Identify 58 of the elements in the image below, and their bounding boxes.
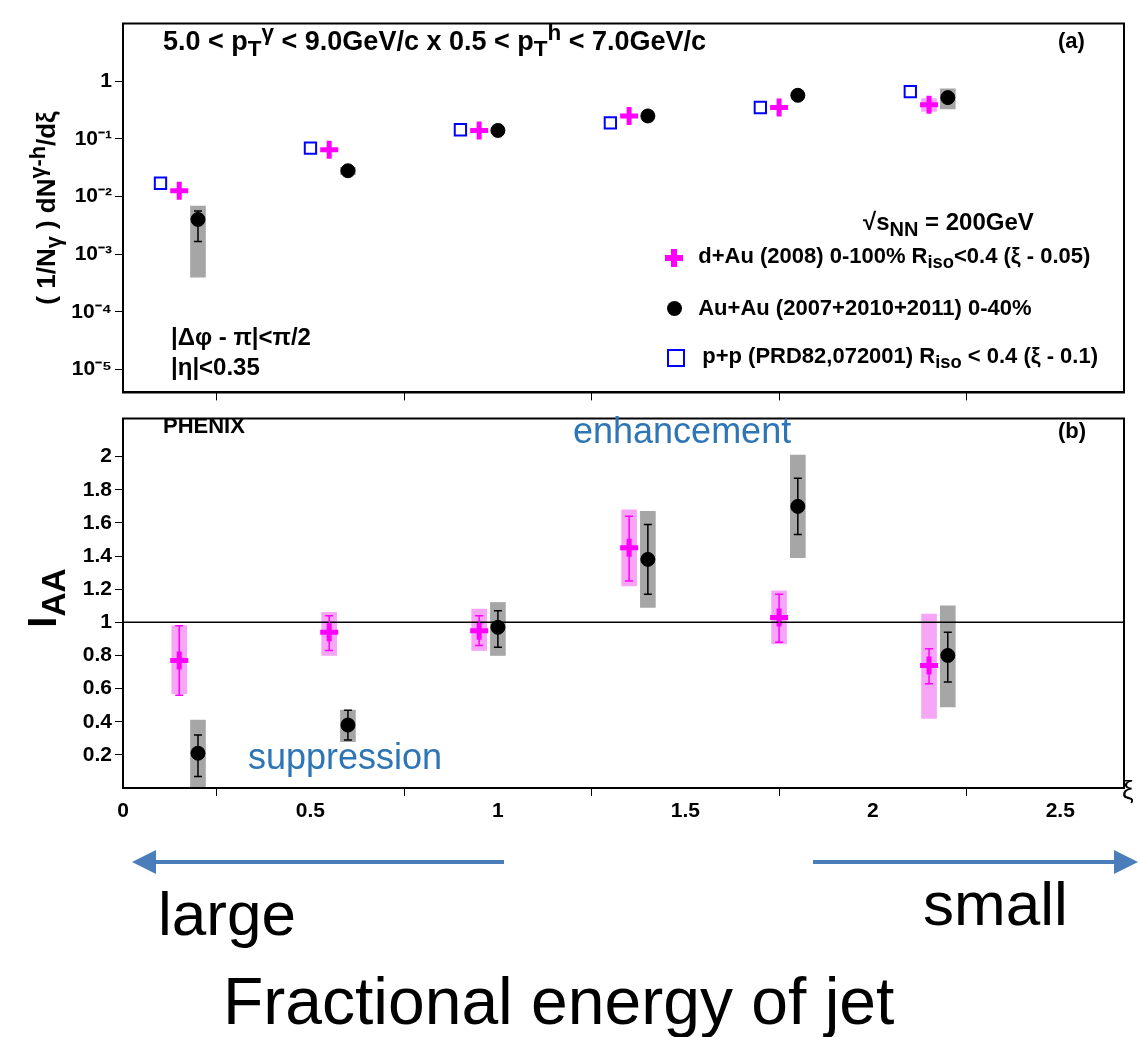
point: [617, 536, 641, 560]
x-tick-label: 0: [117, 798, 129, 822]
annotation: √s$_{NN}$ = 200GeV: [863, 208, 1034, 241]
point: [340, 163, 356, 179]
point: [467, 118, 491, 142]
annotation: (a): [1058, 28, 1085, 54]
point: [640, 108, 656, 124]
annotation: suppression: [248, 736, 443, 778]
point: [153, 176, 168, 190]
point: [767, 605, 791, 629]
y-tick-label: 1: [100, 609, 113, 633]
point: [917, 653, 941, 677]
y-tick-label: 0.6: [82, 675, 112, 699]
annotation: enhancement: [573, 410, 792, 452]
x-tick-label: 1: [492, 798, 505, 822]
point: [317, 138, 341, 162]
point: [603, 116, 618, 130]
x-tick-label: 1.5: [670, 798, 701, 822]
annotation: |η|<0.35: [171, 353, 260, 381]
point: [917, 93, 941, 117]
text: large: [158, 878, 296, 949]
y-tick-label: 2: [100, 443, 112, 467]
annotation: |Δφ - π|<π/2: [171, 323, 311, 351]
annotation: (b): [1058, 418, 1087, 444]
y-tick-label: 10⁻⁴: [71, 298, 112, 322]
legend-label: p+p (PRD82,072001) R$_{iso}$ < 0.4 (ξ - 0.1): [702, 342, 1098, 374]
x-tick-label: 2.5: [1045, 798, 1076, 822]
y-tick-label: 10⁻²: [74, 183, 112, 207]
point: [490, 122, 506, 138]
legend-label: Au+Au (2007+2010+2011) 0-40%: [698, 295, 1032, 321]
text: small: [923, 868, 1068, 939]
point: [767, 96, 791, 120]
x-axis-title: ξ: [1122, 775, 1134, 806]
legend-label: d+Au (2008) 0-100% R$_{iso}$<0.4 (ξ - 0.05): [698, 242, 1091, 274]
y-tick-label: 1.2: [82, 576, 112, 600]
y-tick-label: 10⁻³: [74, 240, 112, 264]
y-tick-label: 0.8: [82, 642, 113, 666]
chart-title: 5.0 < p$_{T}$$^{γ}$ < 9.0GeV/c x 0.5 < p$_{T}$$^{h}$ < 7.0GeV/c: [163, 20, 707, 63]
point: [167, 648, 191, 672]
point: [317, 620, 341, 644]
point: [453, 123, 468, 137]
point: [617, 104, 641, 128]
y-tick-label: 0.4: [82, 708, 113, 732]
point: [903, 84, 917, 99]
y-tick-label: 1: [100, 68, 113, 92]
point: [790, 87, 806, 103]
x-tick-label: 2: [866, 798, 879, 822]
point: [940, 90, 956, 106]
point: [167, 179, 191, 203]
y-tick-label: 10⁻⁵: [71, 356, 112, 380]
y-tick-label: 1.8: [82, 476, 113, 500]
y-tick-label: 1.4: [82, 542, 113, 566]
y-tick-label: 10⁻¹: [74, 125, 112, 149]
point: [753, 100, 767, 115]
point: [303, 141, 318, 155]
x-tick-label: 0.5: [295, 798, 326, 822]
y-tick-label: 0.2: [82, 741, 112, 765]
y-tick-label: 1.6: [82, 509, 112, 533]
